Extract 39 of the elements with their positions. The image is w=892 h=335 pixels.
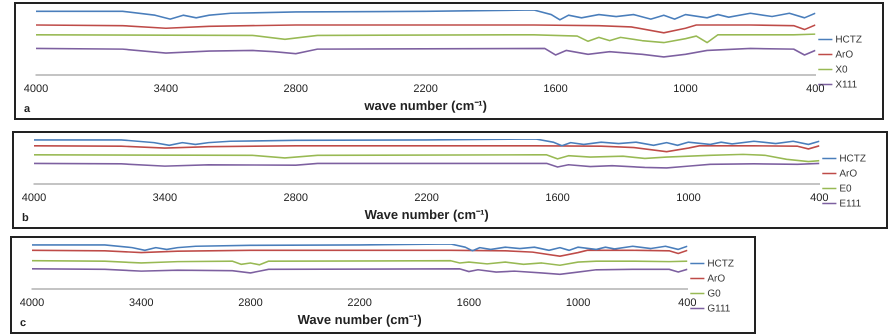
x-tick-label: 3400 bbox=[154, 82, 178, 95]
legend-label: X111 bbox=[835, 79, 858, 90]
text: a bbox=[24, 103, 31, 115]
legend-label: HCTZ bbox=[839, 153, 866, 164]
x-axis-title: Wave number (cm⁻¹) bbox=[364, 206, 489, 222]
x-tick-label: 3400 bbox=[128, 296, 154, 309]
x-tick-label: 1000 bbox=[673, 82, 698, 95]
x-tick-label: 3400 bbox=[152, 192, 178, 204]
legend-label: HCTZ bbox=[835, 34, 862, 46]
legend-label: G0 bbox=[707, 288, 722, 300]
x-tick-label: 400 bbox=[806, 82, 825, 95]
legend-label: E0 bbox=[839, 183, 852, 194]
x-tick-label: 2800 bbox=[284, 82, 308, 95]
x-tick-label: 1000 bbox=[676, 192, 701, 204]
x-axis-title: wave number (cm⁻¹) bbox=[363, 98, 487, 113]
text: c bbox=[20, 317, 26, 329]
x-tick-label: 1600 bbox=[543, 82, 568, 95]
text: b bbox=[22, 212, 29, 224]
x-tick-label: 4000 bbox=[22, 192, 46, 204]
x-tick-label: 2800 bbox=[238, 296, 263, 309]
x-tick-label: 2800 bbox=[284, 192, 308, 204]
x-tick-label: 2200 bbox=[414, 192, 439, 204]
x-tick-label: 400 bbox=[678, 296, 697, 309]
x-tick-label: 4000 bbox=[24, 82, 48, 95]
x-tick-label: 1600 bbox=[545, 192, 570, 204]
legend-label: ArO bbox=[835, 49, 854, 60]
legend-label: G111 bbox=[707, 303, 731, 314]
legend-label: E111 bbox=[839, 198, 862, 210]
legend-label: ArO bbox=[707, 273, 726, 284]
legend-label: X0 bbox=[835, 64, 848, 76]
legend-label: ArO bbox=[839, 168, 858, 180]
x-tick-label: 1600 bbox=[456, 296, 482, 309]
x-tick-label: 2200 bbox=[347, 296, 372, 309]
x-tick-label: 4000 bbox=[20, 296, 44, 309]
x-axis-title: Wave number (cm⁻¹) bbox=[298, 312, 422, 327]
x-tick-label: 400 bbox=[810, 192, 829, 204]
legend-label: HCTZ bbox=[707, 258, 734, 270]
x-tick-label: 2200 bbox=[413, 82, 438, 95]
x-tick-label: 1000 bbox=[566, 296, 590, 309]
